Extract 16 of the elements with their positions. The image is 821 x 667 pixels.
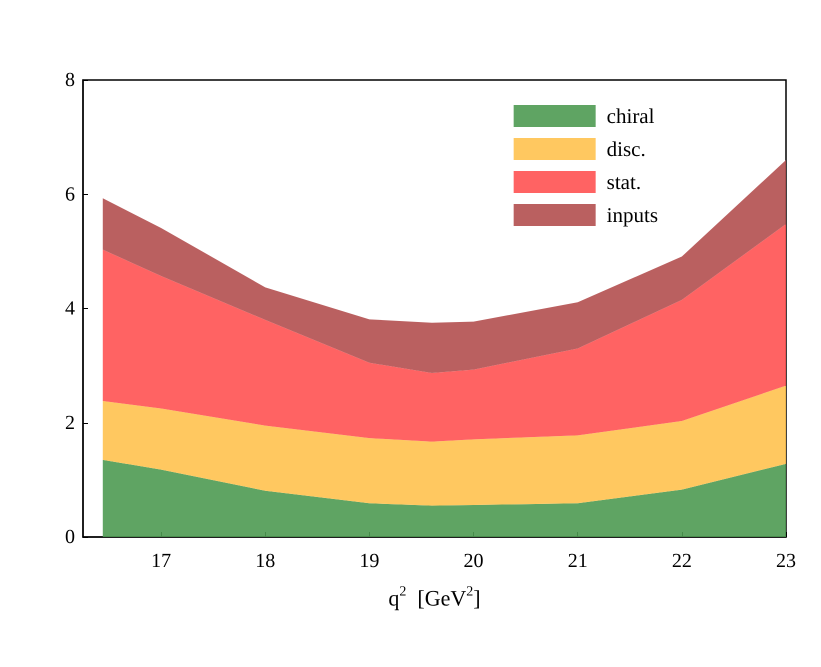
y-tick-label: 6 [65,183,75,206]
legend-label: disc. [606,137,646,161]
x-tick-label: 23 [776,550,796,572]
y-tick-label: 8 [65,69,75,91]
x-tick-label: 22 [672,550,692,572]
legend-label: chiral [606,104,655,128]
y-tick-label: 0 [65,526,75,548]
legend-label: inputs [606,203,658,227]
x-tick-label: 19 [359,550,380,572]
x-tick-label: 21 [568,550,588,572]
x-tick-label: 17 [151,550,172,572]
legend-label: stat. [606,170,642,194]
y-tick-label: 2 [65,412,75,434]
y-tick-label: 4 [65,298,75,320]
x-tick-label: 20 [464,550,484,572]
x-tick-label: 18 [255,550,276,572]
